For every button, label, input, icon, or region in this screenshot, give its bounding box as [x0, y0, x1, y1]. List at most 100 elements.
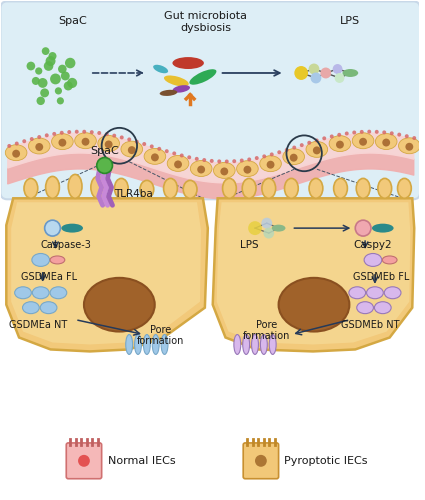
Ellipse shape	[262, 178, 276, 199]
Circle shape	[52, 132, 56, 136]
Circle shape	[157, 147, 161, 151]
Ellipse shape	[237, 160, 258, 176]
Circle shape	[120, 136, 124, 140]
Circle shape	[195, 157, 199, 161]
Circle shape	[142, 142, 146, 146]
Circle shape	[61, 72, 70, 80]
Ellipse shape	[283, 148, 304, 164]
Circle shape	[330, 134, 334, 138]
Ellipse shape	[334, 178, 347, 199]
Text: Caspase-3: Caspase-3	[41, 240, 91, 250]
Ellipse shape	[152, 334, 159, 354]
Circle shape	[180, 154, 184, 158]
Circle shape	[55, 88, 62, 94]
Circle shape	[59, 138, 66, 146]
Ellipse shape	[357, 302, 374, 314]
Ellipse shape	[367, 287, 383, 298]
Circle shape	[30, 137, 34, 141]
Circle shape	[42, 47, 49, 55]
Ellipse shape	[68, 174, 82, 199]
Circle shape	[37, 96, 45, 105]
Polygon shape	[213, 198, 414, 352]
Circle shape	[210, 159, 214, 163]
Ellipse shape	[153, 65, 168, 74]
Circle shape	[64, 82, 73, 90]
Circle shape	[105, 132, 109, 136]
Circle shape	[292, 146, 296, 150]
Ellipse shape	[397, 178, 411, 199]
Circle shape	[221, 168, 228, 175]
Circle shape	[264, 228, 274, 238]
Text: SpaC: SpaC	[90, 146, 119, 156]
Ellipse shape	[51, 134, 73, 150]
Circle shape	[307, 141, 311, 144]
Text: Pore
formation: Pore formation	[137, 324, 184, 346]
Ellipse shape	[352, 133, 374, 148]
Circle shape	[311, 72, 321, 84]
Circle shape	[255, 455, 267, 467]
Ellipse shape	[372, 224, 394, 232]
Ellipse shape	[98, 136, 119, 152]
Text: GSDMEb FL: GSDMEb FL	[353, 272, 410, 282]
Ellipse shape	[243, 334, 249, 354]
Circle shape	[127, 138, 131, 141]
Circle shape	[382, 130, 386, 134]
Ellipse shape	[329, 136, 351, 152]
Circle shape	[78, 455, 90, 467]
Circle shape	[35, 68, 42, 74]
Circle shape	[35, 143, 43, 151]
Circle shape	[58, 64, 67, 74]
Circle shape	[44, 61, 54, 71]
Ellipse shape	[40, 302, 57, 314]
Ellipse shape	[6, 144, 27, 160]
Circle shape	[45, 134, 49, 138]
Circle shape	[248, 221, 262, 235]
Text: TLR4ba: TLR4ba	[114, 190, 153, 200]
Ellipse shape	[164, 178, 177, 199]
Ellipse shape	[45, 176, 60, 199]
Circle shape	[22, 139, 26, 143]
Circle shape	[105, 140, 113, 148]
Text: GSDMEa NT: GSDMEa NT	[9, 320, 68, 330]
Ellipse shape	[223, 178, 236, 199]
Ellipse shape	[173, 57, 204, 69]
Text: GSDMEa FL: GSDMEa FL	[21, 272, 77, 282]
Circle shape	[150, 144, 154, 148]
Ellipse shape	[374, 302, 391, 314]
Ellipse shape	[32, 254, 50, 266]
Text: Pyroptotic IECs: Pyroptotic IECs	[284, 456, 368, 466]
Polygon shape	[6, 198, 208, 352]
Ellipse shape	[28, 138, 50, 154]
Circle shape	[360, 130, 364, 134]
Ellipse shape	[190, 69, 216, 84]
Ellipse shape	[213, 162, 235, 178]
Circle shape	[352, 130, 356, 134]
Circle shape	[82, 130, 86, 134]
Ellipse shape	[126, 334, 133, 354]
Text: Gut microbiota
dysbiosis: Gut microbiota dysbiosis	[164, 12, 247, 33]
Circle shape	[405, 143, 413, 150]
Circle shape	[128, 146, 136, 154]
Circle shape	[65, 58, 75, 68]
Ellipse shape	[279, 278, 349, 332]
Ellipse shape	[135, 334, 142, 354]
Circle shape	[165, 149, 169, 153]
Ellipse shape	[23, 302, 39, 314]
Ellipse shape	[349, 287, 365, 298]
Circle shape	[7, 144, 11, 148]
Ellipse shape	[75, 133, 96, 148]
Circle shape	[345, 132, 349, 136]
Ellipse shape	[144, 148, 166, 164]
Circle shape	[45, 220, 60, 236]
Circle shape	[82, 138, 89, 145]
Ellipse shape	[375, 134, 397, 150]
Ellipse shape	[364, 254, 382, 266]
Circle shape	[217, 160, 221, 164]
Ellipse shape	[24, 178, 38, 199]
Circle shape	[390, 132, 394, 136]
Ellipse shape	[260, 156, 281, 172]
FancyBboxPatch shape	[66, 443, 102, 478]
Text: Pore
formation: Pore formation	[243, 320, 290, 341]
FancyBboxPatch shape	[0, 2, 420, 200]
Circle shape	[412, 136, 416, 140]
